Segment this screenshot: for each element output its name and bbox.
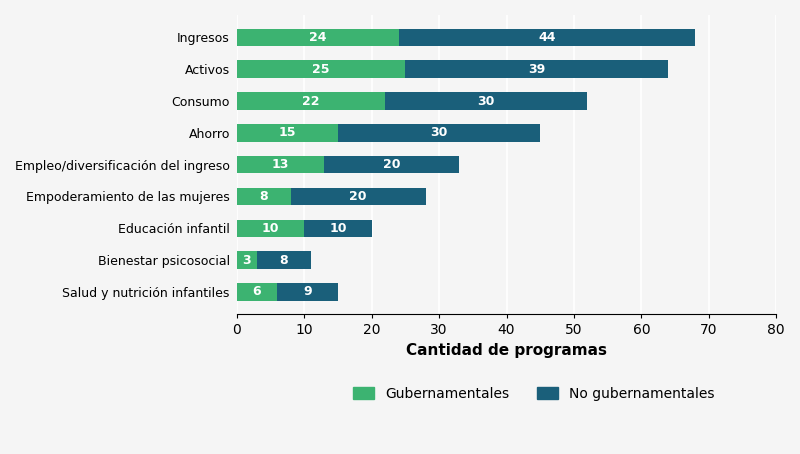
Bar	[325, 156, 459, 173]
Bar	[237, 283, 278, 301]
Text: 9: 9	[303, 286, 312, 298]
Text: 25: 25	[312, 63, 330, 76]
Text: 24: 24	[309, 31, 326, 44]
Bar	[304, 220, 372, 237]
Text: 10: 10	[262, 222, 279, 235]
Text: 15: 15	[278, 126, 296, 139]
Text: 13: 13	[272, 158, 290, 171]
Bar	[237, 220, 304, 237]
Legend: Gubernamentales, No gubernamentales: Gubernamentales, No gubernamentales	[347, 381, 720, 406]
Bar	[237, 252, 257, 269]
Bar	[257, 252, 311, 269]
Text: 30: 30	[478, 94, 495, 108]
Bar	[406, 60, 668, 78]
Bar	[237, 29, 398, 46]
Bar	[237, 124, 338, 142]
Bar	[385, 92, 587, 110]
Bar	[338, 124, 540, 142]
Bar	[237, 92, 385, 110]
Bar	[290, 188, 426, 205]
Bar	[237, 60, 406, 78]
Text: 8: 8	[280, 254, 288, 266]
Bar	[398, 29, 695, 46]
Bar	[237, 188, 290, 205]
Text: 10: 10	[330, 222, 346, 235]
Text: 44: 44	[538, 31, 556, 44]
Text: 30: 30	[430, 126, 448, 139]
Text: 8: 8	[259, 190, 268, 203]
Text: 6: 6	[253, 286, 262, 298]
Bar	[237, 156, 325, 173]
Text: 39: 39	[528, 63, 546, 76]
Text: 20: 20	[350, 190, 367, 203]
Text: 3: 3	[242, 254, 251, 266]
Text: 20: 20	[383, 158, 401, 171]
Text: 22: 22	[302, 94, 320, 108]
X-axis label: Cantidad de programas: Cantidad de programas	[406, 343, 607, 358]
Bar	[278, 283, 338, 301]
